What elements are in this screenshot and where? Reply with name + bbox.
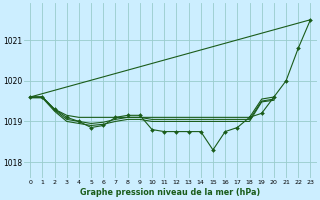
X-axis label: Graphe pression niveau de la mer (hPa): Graphe pression niveau de la mer (hPa) bbox=[80, 188, 260, 197]
